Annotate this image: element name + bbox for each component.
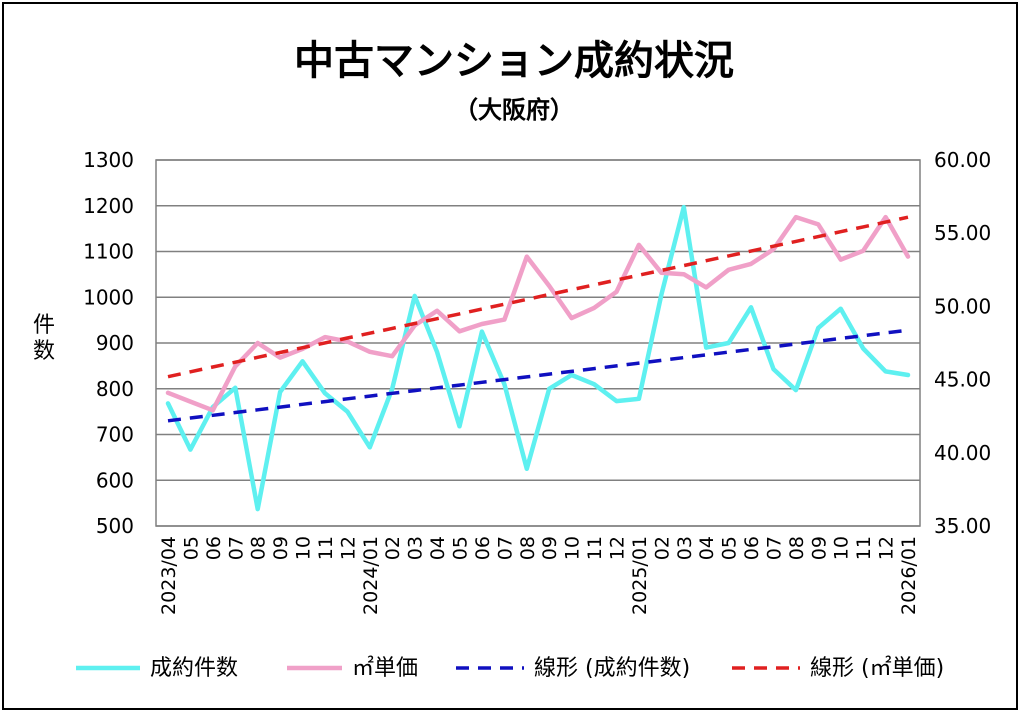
x-tick-label: 07 bbox=[225, 536, 247, 560]
x-tick-label: 02 bbox=[651, 536, 673, 560]
x-tick-label: 2026/01 bbox=[898, 536, 920, 615]
x-tick-label: 06 bbox=[472, 536, 494, 560]
chart-title: 中古マンション成約状況 bbox=[294, 38, 734, 84]
x-tick-label: 10 bbox=[293, 536, 315, 560]
y-axis-left-label-char: 数 bbox=[33, 339, 55, 364]
y-left-tick-label: 1300 bbox=[83, 148, 134, 172]
y-axis-left-label-char: 件 bbox=[33, 313, 55, 338]
x-tick-label: 05 bbox=[719, 536, 741, 560]
x-tick-label: 05 bbox=[180, 536, 202, 560]
y-left-tick-label: 500 bbox=[96, 514, 134, 538]
y-right-tick-label: 40.00 bbox=[934, 441, 991, 465]
y-axis-left-ticks: 500 600 700 800 900 1000 1100 1200 1300 bbox=[83, 148, 134, 538]
x-tick-label: 09 bbox=[808, 536, 830, 560]
plot-area bbox=[155, 159, 921, 527]
x-tick-label: 11 bbox=[584, 536, 606, 560]
x-tick-label: 2024/01 bbox=[360, 536, 382, 615]
x-tick-label: 09 bbox=[270, 536, 292, 560]
y-left-tick-label: 1000 bbox=[83, 285, 134, 309]
x-tick-label: 07 bbox=[763, 536, 785, 560]
x-tick-label: 03 bbox=[674, 536, 696, 560]
x-tick-label: 11 bbox=[315, 536, 337, 560]
legend-label: 線形 (㎡単価) bbox=[810, 655, 944, 681]
x-axis-ticks: 2023/04 05 06 07 08 09 10 11 12 2024/01 02 03 04 05 06… bbox=[158, 536, 920, 615]
x-tick-label: 06 bbox=[203, 536, 225, 560]
y-right-tick-label: 35.00 bbox=[934, 514, 991, 538]
x-tick-label: 03 bbox=[405, 536, 427, 560]
y-left-tick-label: 800 bbox=[96, 377, 134, 401]
x-tick-label: 12 bbox=[337, 536, 359, 560]
x-tick-label: 2025/01 bbox=[629, 536, 651, 615]
x-tick-label: 06 bbox=[741, 536, 763, 560]
y-left-tick-label: 1100 bbox=[83, 240, 134, 264]
chart-canvas: 中古マンション成約状況 （大阪府） 件数 500 600 700 800 900 1000… bbox=[33, 38, 991, 681]
x-tick-label: 08 bbox=[248, 536, 270, 560]
chart-subtitle: （大阪府） bbox=[454, 96, 574, 124]
y-left-tick-label: 900 bbox=[96, 331, 134, 355]
y-right-tick-label: 55.00 bbox=[934, 221, 991, 245]
series-line-3 bbox=[167, 328, 909, 423]
x-tick-label: 02 bbox=[382, 536, 404, 560]
y-axis-right-ticks: 35.00 40.00 45.00 50.00 55.00 60.00 bbox=[934, 148, 991, 538]
x-tick-label: 08 bbox=[517, 536, 539, 560]
series-line-2 bbox=[165, 214, 911, 413]
x-tick-label: 12 bbox=[606, 536, 628, 560]
y-right-tick-label: 45.00 bbox=[934, 368, 991, 392]
legend-label: ㎡単価 bbox=[352, 655, 418, 681]
legend-label: 成約件数 bbox=[150, 656, 238, 681]
x-tick-label: 07 bbox=[494, 536, 516, 560]
x-tick-label: 04 bbox=[696, 536, 718, 560]
series-layer bbox=[165, 204, 911, 512]
x-tick-label: 12 bbox=[876, 536, 898, 560]
x-tick-label: 04 bbox=[427, 536, 449, 560]
x-tick-label: 2023/04 bbox=[158, 536, 180, 615]
legend: 成約件数 ㎡単価 線形 (成約件数) 線形 (㎡単価) bbox=[76, 655, 944, 681]
y-right-tick-label: 50.00 bbox=[934, 294, 991, 318]
y-left-tick-label: 1200 bbox=[83, 194, 134, 218]
legend-label: 線形 (成約件数) bbox=[534, 656, 690, 681]
y-axis-left-label: 件数 bbox=[33, 313, 55, 364]
y-left-tick-label: 700 bbox=[96, 423, 134, 447]
x-tick-label: 09 bbox=[539, 536, 561, 560]
x-tick-label: 10 bbox=[831, 536, 853, 560]
x-tick-label: 10 bbox=[562, 536, 584, 560]
series-line-1 bbox=[165, 204, 911, 512]
x-tick-label: 11 bbox=[853, 536, 875, 560]
series-line-4 bbox=[167, 215, 909, 379]
y-right-tick-label: 60.00 bbox=[934, 148, 991, 172]
y-left-tick-label: 600 bbox=[96, 468, 134, 492]
x-tick-label: 08 bbox=[786, 536, 808, 560]
x-tick-label: 05 bbox=[450, 536, 472, 560]
